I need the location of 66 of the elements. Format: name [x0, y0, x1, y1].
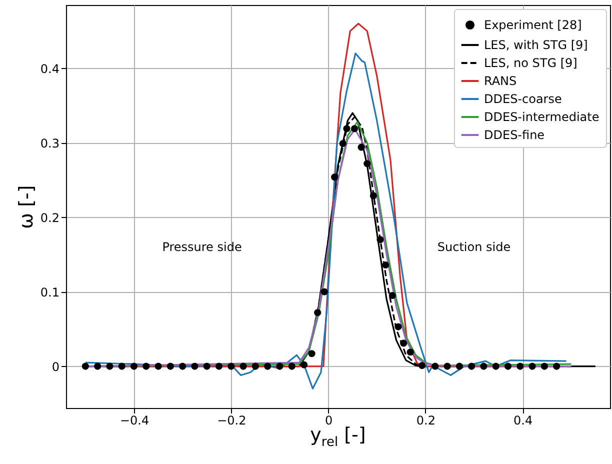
point: [320, 288, 328, 296]
point: [364, 160, 371, 168]
x-tick-label: −0.4: [120, 414, 150, 428]
point: [492, 362, 500, 370]
point: [142, 362, 150, 370]
point: [394, 323, 402, 330]
annotation: Pressure side: [162, 240, 242, 254]
point: [358, 144, 365, 151]
legend-label: DDES-coarse: [484, 92, 562, 106]
point: [308, 350, 316, 358]
point: [288, 362, 296, 370]
y-tick-label: 0.3: [40, 136, 60, 150]
point: [331, 174, 338, 181]
point: [444, 362, 451, 370]
point: [106, 362, 114, 370]
point: [388, 292, 396, 300]
point: [480, 362, 488, 370]
annotation: Suction side: [437, 240, 511, 254]
point: [252, 362, 259, 370]
point: [406, 348, 414, 356]
point: [118, 362, 126, 370]
x-tick-label: 0.4: [514, 414, 533, 428]
point: [553, 362, 560, 370]
legend-label: RANS: [484, 74, 517, 88]
point: [94, 362, 102, 370]
point: [215, 362, 223, 370]
point: [203, 362, 210, 370]
legend-label: LES, no STG [9]: [484, 56, 578, 70]
point: [418, 362, 426, 370]
y-tick-label: 0.2: [40, 210, 60, 225]
point: [166, 362, 174, 370]
point: [264, 362, 272, 370]
point: [314, 309, 322, 316]
y-tick-label: 0.1: [40, 285, 60, 300]
point: [228, 362, 235, 370]
legend-label: LES, with STG [9]: [484, 38, 588, 52]
point: [382, 261, 390, 269]
y-axis-title: ω [-]: [15, 185, 38, 229]
point: [339, 140, 346, 148]
point: [456, 362, 463, 370]
point: [376, 236, 384, 244]
point: [432, 362, 439, 370]
x-tick-label: 0.2: [416, 414, 436, 428]
point: [468, 362, 476, 370]
point: [276, 362, 284, 370]
point: [516, 362, 524, 370]
legend-label: Experiment [28]: [484, 18, 582, 32]
point: [82, 362, 89, 370]
y-tick-label: 0.4: [40, 62, 60, 76]
point: [528, 362, 536, 370]
point: [154, 362, 162, 370]
point: [130, 362, 138, 370]
point: [191, 362, 198, 370]
point: [343, 125, 350, 132]
point: [540, 362, 548, 370]
point: [504, 362, 512, 370]
legend-label: DDES-fine: [484, 128, 545, 142]
point: [240, 362, 247, 370]
point: [400, 340, 408, 347]
point: [370, 192, 377, 200]
x-tick-label: −0.2: [217, 414, 246, 428]
point: [350, 125, 358, 132]
point: [300, 361, 308, 368]
legend-label: DDES-intermediate: [484, 110, 600, 124]
y-tick-label: 0: [52, 360, 60, 374]
point: [179, 362, 186, 370]
